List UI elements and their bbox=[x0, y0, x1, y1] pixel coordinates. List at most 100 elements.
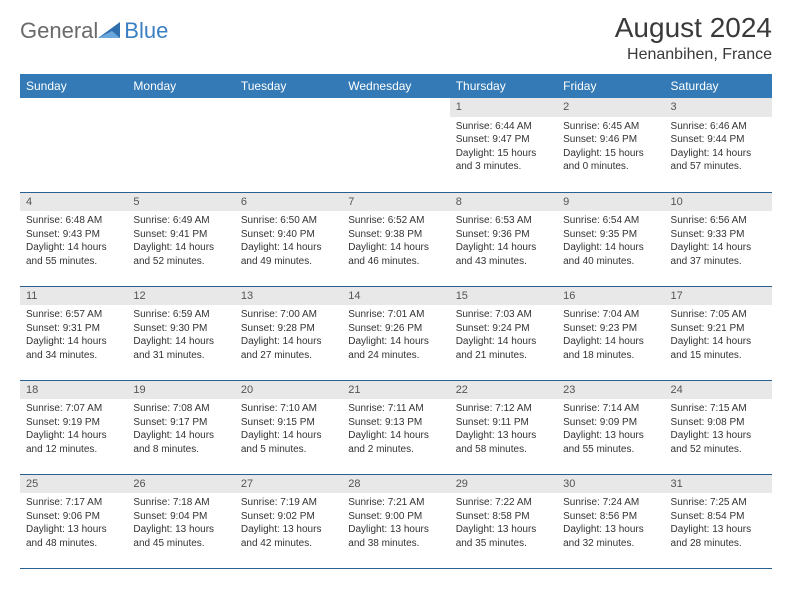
calendar-cell: 11Sunrise: 6:57 AMSunset: 9:31 PMDayligh… bbox=[20, 286, 127, 380]
day-details: Sunrise: 7:08 AMSunset: 9:17 PMDaylight:… bbox=[127, 399, 234, 460]
daylight-text: Daylight: 14 hours and 46 minutes. bbox=[348, 241, 443, 268]
day-number: 26 bbox=[127, 475, 234, 494]
daylight-text: Daylight: 13 hours and 35 minutes. bbox=[456, 523, 551, 550]
logo: General Blue bbox=[20, 18, 168, 44]
logo-triangle-icon bbox=[98, 20, 122, 45]
calendar-cell: 25Sunrise: 7:17 AMSunset: 9:06 PMDayligh… bbox=[20, 474, 127, 568]
calendar-cell: 27Sunrise: 7:19 AMSunset: 9:02 PMDayligh… bbox=[235, 474, 342, 568]
calendar-cell bbox=[342, 98, 449, 192]
day-details: Sunrise: 7:15 AMSunset: 9:08 PMDaylight:… bbox=[665, 399, 772, 460]
calendar-cell: 8Sunrise: 6:53 AMSunset: 9:36 PMDaylight… bbox=[450, 192, 557, 286]
sunrise-text: Sunrise: 7:21 AM bbox=[348, 496, 443, 510]
daylight-text: Daylight: 13 hours and 28 minutes. bbox=[671, 523, 766, 550]
day-details: Sunrise: 7:00 AMSunset: 9:28 PMDaylight:… bbox=[235, 305, 342, 366]
day-details: Sunrise: 7:05 AMSunset: 9:21 PMDaylight:… bbox=[665, 305, 772, 366]
weekday-tuesday: Tuesday bbox=[235, 74, 342, 98]
sunrise-text: Sunrise: 7:08 AM bbox=[133, 402, 228, 416]
sunset-text: Sunset: 8:58 PM bbox=[456, 510, 551, 524]
day-details: Sunrise: 7:11 AMSunset: 9:13 PMDaylight:… bbox=[342, 399, 449, 460]
sunrise-text: Sunrise: 7:03 AM bbox=[456, 308, 551, 322]
sunrise-text: Sunrise: 6:46 AM bbox=[671, 120, 766, 134]
sunrise-text: Sunrise: 7:11 AM bbox=[348, 402, 443, 416]
sunrise-text: Sunrise: 6:56 AM bbox=[671, 214, 766, 228]
calendar-cell: 20Sunrise: 7:10 AMSunset: 9:15 PMDayligh… bbox=[235, 380, 342, 474]
day-details: Sunrise: 7:24 AMSunset: 8:56 PMDaylight:… bbox=[557, 493, 664, 554]
sunrise-text: Sunrise: 7:04 AM bbox=[563, 308, 658, 322]
sunset-text: Sunset: 9:04 PM bbox=[133, 510, 228, 524]
sunset-text: Sunset: 9:33 PM bbox=[671, 228, 766, 242]
calendar-cell: 18Sunrise: 7:07 AMSunset: 9:19 PMDayligh… bbox=[20, 380, 127, 474]
daylight-text: Daylight: 13 hours and 52 minutes. bbox=[671, 429, 766, 456]
sunset-text: Sunset: 9:43 PM bbox=[26, 228, 121, 242]
daylight-text: Daylight: 14 hours and 8 minutes. bbox=[133, 429, 228, 456]
daylight-text: Daylight: 14 hours and 21 minutes. bbox=[456, 335, 551, 362]
sunrise-text: Sunrise: 7:17 AM bbox=[26, 496, 121, 510]
sunset-text: Sunset: 9:13 PM bbox=[348, 416, 443, 430]
calendar-row: 1 Sunrise: 6:44 AMSunset: 9:47 PM Daylight… bbox=[20, 98, 772, 192]
weekday-friday: Friday bbox=[557, 74, 664, 98]
day-number: 20 bbox=[235, 381, 342, 400]
calendar-cell: 10Sunrise: 6:56 AMSunset: 9:33 PMDayligh… bbox=[665, 192, 772, 286]
sunset-text: Sunset: 9:40 PM bbox=[241, 228, 336, 242]
calendar-cell: 16Sunrise: 7:04 AMSunset: 9:23 PMDayligh… bbox=[557, 286, 664, 380]
sunrise-text: Sunrise: 7:01 AM bbox=[348, 308, 443, 322]
day-details: Sunrise: 7:19 AMSunset: 9:02 PMDaylight:… bbox=[235, 493, 342, 554]
title-block: August 2024 Henanbihen, France bbox=[615, 12, 772, 64]
day-number bbox=[342, 98, 449, 117]
sunrise-text: Sunrise: 6:52 AM bbox=[348, 214, 443, 228]
sunrise-text: Sunrise: 7:19 AM bbox=[241, 496, 336, 510]
sunset-text: Sunset: 9:36 PM bbox=[456, 228, 551, 242]
day-number: 22 bbox=[450, 381, 557, 400]
weekday-wednesday: Wednesday bbox=[342, 74, 449, 98]
day-details: Sunrise: 7:21 AMSunset: 9:00 PMDaylight:… bbox=[342, 493, 449, 554]
calendar-cell bbox=[235, 98, 342, 192]
weekday-header-row: Sunday Monday Tuesday Wednesday Thursday… bbox=[20, 74, 772, 98]
day-number: 23 bbox=[557, 381, 664, 400]
calendar-cell: 26Sunrise: 7:18 AMSunset: 9:04 PMDayligh… bbox=[127, 474, 234, 568]
sunset-text: Sunset: 9:47 PM bbox=[456, 133, 551, 147]
day-number: 14 bbox=[342, 287, 449, 306]
day-number: 7 bbox=[342, 193, 449, 212]
day-details: Sunrise: 7:17 AMSunset: 9:06 PMDaylight:… bbox=[20, 493, 127, 554]
calendar-cell: 14 Sunrise: 7:01 AMSunset: 9:26 PMDayligh… bbox=[342, 286, 449, 380]
sunrise-text: Sunrise: 6:44 AM bbox=[456, 120, 551, 134]
daylight-text: Daylight: 15 hours and 0 minutes. bbox=[563, 147, 658, 174]
calendar-row: 25Sunrise: 7:17 AMSunset: 9:06 PMDayligh… bbox=[20, 474, 772, 568]
day-number: 17 bbox=[665, 287, 772, 306]
daylight-text: Daylight: 14 hours and 18 minutes. bbox=[563, 335, 658, 362]
day-details: Sunrise: 7:12 AMSunset: 9:11 PMDaylight:… bbox=[450, 399, 557, 460]
calendar-page: General Blue August 2024 Henanbihen, Fra… bbox=[0, 0, 792, 583]
day-number: 29 bbox=[450, 475, 557, 494]
daylight-text: Daylight: 14 hours and 52 minutes. bbox=[133, 241, 228, 268]
day-number bbox=[127, 98, 234, 117]
daylight-text: Daylight: 14 hours and 24 minutes. bbox=[348, 335, 443, 362]
day-details: Sunrise: 6:57 AMSunset: 9:31 PMDaylight:… bbox=[20, 305, 127, 366]
sunrise-text: Sunrise: 7:14 AM bbox=[563, 402, 658, 416]
sunrise-text: Sunrise: 6:49 AM bbox=[133, 214, 228, 228]
calendar-cell: 15Sunrise: 7:03 AMSunset: 9:24 PMDayligh… bbox=[450, 286, 557, 380]
sunset-text: Sunset: 9:35 PM bbox=[563, 228, 658, 242]
calendar-cell: 30Sunrise: 7:24 AMSunset: 8:56 PMDayligh… bbox=[557, 474, 664, 568]
day-number: 21 bbox=[342, 381, 449, 400]
sunrise-text: Sunrise: 7:07 AM bbox=[26, 402, 121, 416]
day-number: 25 bbox=[20, 475, 127, 494]
sunset-text: Sunset: 9:46 PM bbox=[563, 133, 658, 147]
day-number: 3 bbox=[665, 98, 772, 117]
day-number: 4 bbox=[20, 193, 127, 212]
day-number: 31 bbox=[665, 475, 772, 494]
sunset-text: Sunset: 9:26 PM bbox=[348, 322, 443, 336]
page-title: August 2024 bbox=[615, 12, 772, 44]
day-number: 1 bbox=[450, 98, 557, 117]
sunset-text: Sunset: 9:09 PM bbox=[563, 416, 658, 430]
daylight-text: Daylight: 13 hours and 55 minutes. bbox=[563, 429, 658, 456]
daylight-text: Daylight: 14 hours and 5 minutes. bbox=[241, 429, 336, 456]
day-details: Sunrise: 6:59 AMSunset: 9:30 PMDaylight:… bbox=[127, 305, 234, 366]
calendar-cell: 17Sunrise: 7:05 AMSunset: 9:21 PMDayligh… bbox=[665, 286, 772, 380]
sunset-text: Sunset: 9:19 PM bbox=[26, 416, 121, 430]
day-details: Sunrise: 6:48 AMSunset: 9:43 PMDaylight:… bbox=[20, 211, 127, 272]
sunrise-text: Sunrise: 7:00 AM bbox=[241, 308, 336, 322]
daylight-text: Daylight: 14 hours and 49 minutes. bbox=[241, 241, 336, 268]
daylight-text: Daylight: 14 hours and 2 minutes. bbox=[348, 429, 443, 456]
day-number: 5 bbox=[127, 193, 234, 212]
sunrise-text: Sunrise: 7:12 AM bbox=[456, 402, 551, 416]
